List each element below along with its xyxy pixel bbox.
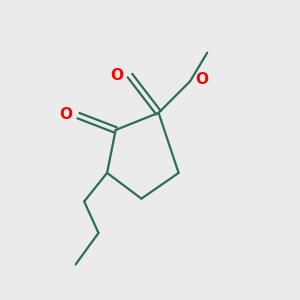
Text: O: O [59, 107, 72, 122]
Text: O: O [196, 72, 208, 87]
Text: O: O [111, 68, 124, 83]
